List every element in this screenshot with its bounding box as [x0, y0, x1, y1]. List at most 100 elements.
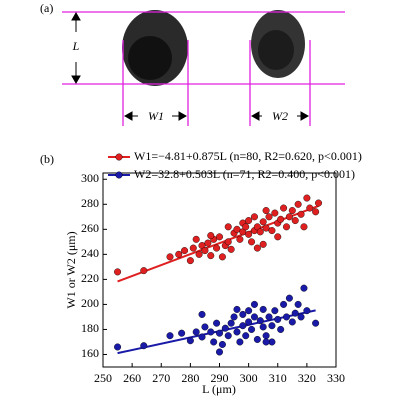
data-point [256, 228, 264, 236]
data-point [271, 209, 279, 217]
data-point [245, 318, 253, 326]
data-point [233, 328, 241, 336]
data-point [265, 213, 273, 221]
data-point [166, 253, 174, 261]
data-point [166, 332, 174, 340]
legend-label: W1=−4.81+0.875L (n=80, R2=0.620, p<0.001… [134, 149, 362, 163]
data-point [282, 223, 290, 231]
data-point [262, 332, 270, 340]
y-tick-label: 240 [81, 246, 99, 260]
data-point [224, 332, 232, 340]
x-tick-label: 260 [123, 371, 141, 385]
data-point [280, 300, 288, 308]
data-point [262, 207, 270, 215]
arrow-head [250, 111, 260, 121]
y-tick-label: 200 [81, 296, 99, 310]
data-point [198, 333, 206, 341]
x-tick-label: 300 [240, 371, 258, 385]
y-tick-label: 220 [81, 271, 99, 285]
data-point [178, 329, 186, 337]
legend-marker [115, 153, 123, 161]
y-tick-label: 280 [81, 196, 99, 210]
data-point [265, 313, 273, 321]
data-point [248, 325, 256, 333]
data-point [291, 217, 299, 225]
data-point [201, 247, 209, 255]
data-point [215, 348, 223, 356]
x-tick-label: 320 [298, 371, 316, 385]
x-tick-label: 280 [181, 371, 199, 385]
y-tick-label: 180 [81, 321, 99, 335]
data-point [306, 204, 314, 212]
data-point [186, 337, 194, 345]
data-point [282, 313, 290, 321]
data-point [268, 322, 276, 330]
legend-label: W2=32.8+0.503L (n=71, R2=0.400, p<0.001) [134, 167, 355, 181]
y-axis-label: W1 or W2 (μm) [64, 231, 78, 308]
data-point [300, 223, 308, 231]
data-point [291, 309, 299, 317]
data-point [248, 238, 256, 246]
data-point [233, 225, 241, 233]
data-point [213, 319, 221, 327]
data-point [297, 210, 305, 218]
data-point [250, 300, 258, 308]
data-point [245, 217, 253, 225]
data-point [213, 244, 221, 252]
data-point [259, 305, 267, 313]
data-point [294, 200, 302, 208]
data-point [221, 324, 229, 332]
data-point [288, 318, 296, 326]
data-point [297, 313, 305, 321]
data-point [189, 244, 197, 252]
x-tick-label: 270 [152, 371, 170, 385]
data-point [242, 223, 250, 231]
data-point [210, 338, 218, 346]
micrograph [122, 10, 305, 86]
data-point [262, 224, 270, 232]
data-point [140, 267, 148, 275]
data-point [245, 307, 253, 315]
data-point [140, 342, 148, 350]
arrow-head [71, 75, 81, 85]
data-point [224, 238, 232, 246]
data-point [207, 232, 215, 240]
data-point [280, 204, 288, 212]
data-point [259, 240, 267, 248]
data-point [312, 319, 320, 327]
data-point [312, 208, 320, 216]
data-point [303, 307, 311, 315]
data-point [315, 199, 323, 207]
data-point [215, 233, 223, 241]
data-point [114, 343, 122, 351]
data-point [250, 313, 258, 321]
plot-frame [102, 172, 337, 368]
data-point [207, 328, 215, 336]
data-point [242, 332, 250, 340]
y-tick-label: 300 [81, 171, 99, 185]
x-tick-label: 290 [211, 371, 229, 385]
x-tick-label: 310 [269, 371, 287, 385]
x-tick-label: 330 [327, 371, 345, 385]
data-point [236, 338, 244, 346]
panel-label: (a) [40, 1, 53, 15]
data-point [218, 253, 226, 261]
arrow-head [71, 11, 81, 21]
x-axis-label: L (μm) [202, 382, 236, 396]
x-tick-label: 250 [94, 371, 112, 385]
legend-marker [115, 171, 123, 179]
data-point [259, 323, 267, 331]
data-point [114, 268, 122, 276]
data-point [192, 235, 200, 243]
data-point [230, 313, 238, 321]
arrow-head [123, 111, 133, 121]
data-point [300, 284, 308, 292]
data-point [250, 213, 258, 221]
data-point [239, 322, 247, 330]
data-point [253, 335, 261, 343]
y-tick-label: 160 [81, 346, 99, 360]
data-point [259, 218, 267, 226]
data-point [175, 250, 183, 258]
